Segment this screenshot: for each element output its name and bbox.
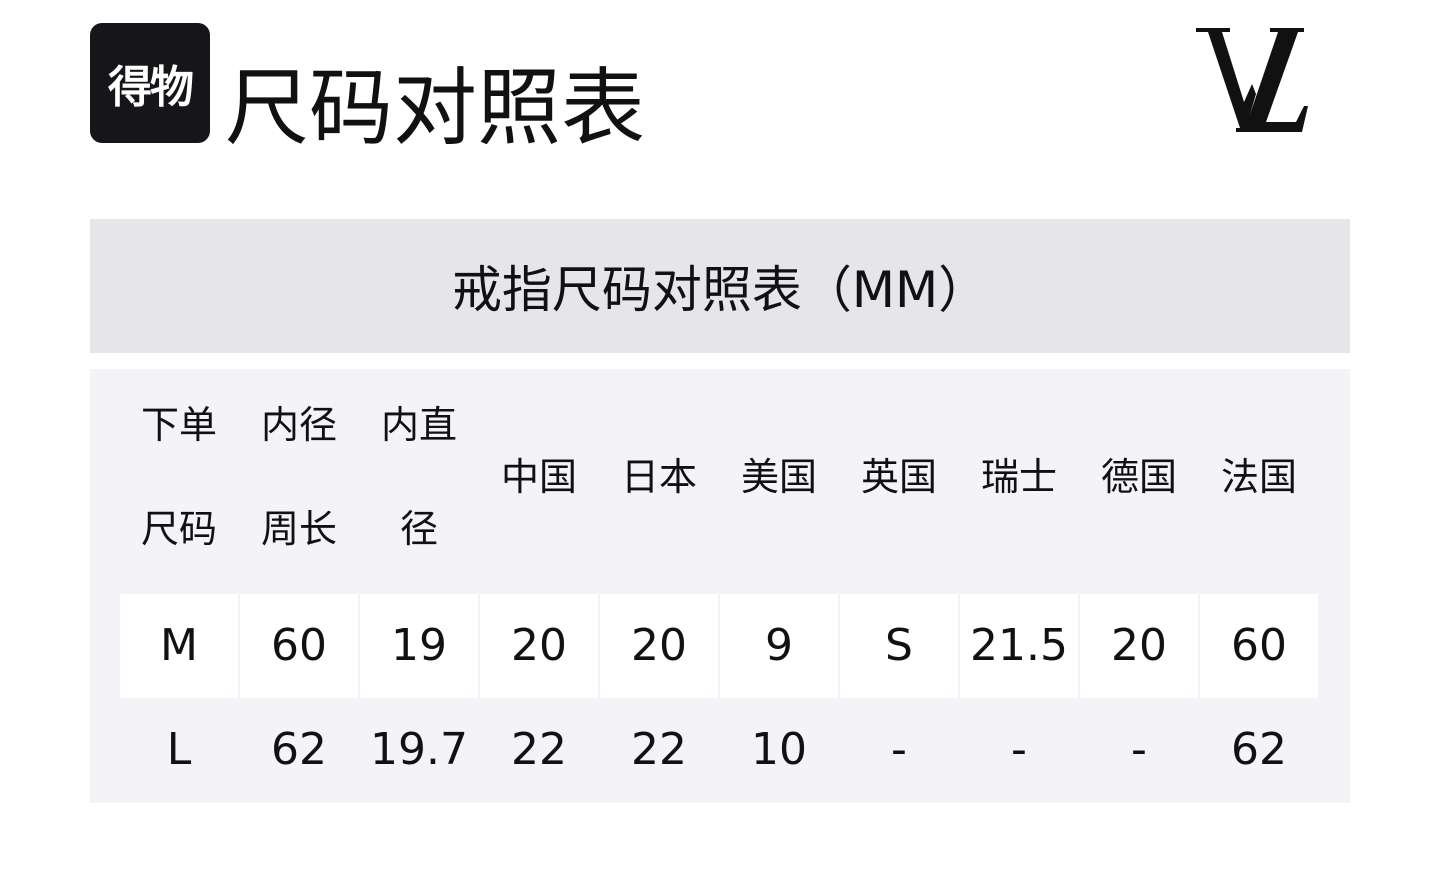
header-line2: 径 — [399, 507, 438, 551]
header-line1: 下单 — [140, 403, 217, 447]
table-cell: 62 — [1231, 724, 1287, 775]
table-cell: 10 — [751, 724, 807, 775]
header-line2: 尺码 — [140, 507, 217, 551]
lv-logo — [1196, 28, 1308, 132]
table-cell: 9 — [720, 594, 838, 698]
header-line1: 内直 — [380, 403, 457, 447]
table-cell: 60 — [240, 594, 358, 698]
header-label: 瑞士 — [980, 455, 1057, 499]
header-label: 美国 — [740, 455, 817, 499]
header-label: 中国 — [500, 455, 577, 499]
table-cell: 22 — [511, 724, 567, 775]
header-line1: 内径 — [260, 403, 337, 447]
table-cell: M — [120, 594, 238, 698]
dewu-logo: 得物 — [90, 23, 210, 143]
table-cell: - — [891, 724, 907, 775]
table-cell: 19 — [360, 594, 478, 698]
header-label: 日本 — [620, 455, 697, 499]
header-line2: 周长 — [260, 507, 337, 551]
table-cell: 60 — [1200, 594, 1318, 698]
table-cell: 22 — [631, 724, 687, 775]
header-label: 英国 — [860, 455, 937, 499]
table-cell: S — [840, 594, 958, 698]
table-title: 戒指尺码对照表（MM） — [90, 219, 1350, 353]
logo-text: 得物 — [108, 62, 194, 113]
table-cell: - — [1011, 724, 1027, 775]
table-cell: - — [1131, 724, 1147, 775]
table-cell: 62 — [271, 724, 327, 775]
table-cell: L — [166, 724, 192, 775]
table-cell: 20 — [480, 594, 598, 698]
table-cell: 19.7 — [370, 724, 468, 775]
table-cell: 20 — [1080, 594, 1198, 698]
table-cell: 20 — [600, 594, 718, 698]
table-cell: 21.5 — [960, 594, 1078, 698]
page-title: 尺码对照表 — [225, 59, 646, 157]
header-label: 法国 — [1220, 455, 1297, 499]
header-label: 德国 — [1100, 455, 1177, 499]
size-table: 下单 尺码 内径 周长 内直径中国 日本 美国 英国 瑞士 德国 法国 M 60 19 20 20 9 S 21.5… — [90, 369, 1350, 803]
